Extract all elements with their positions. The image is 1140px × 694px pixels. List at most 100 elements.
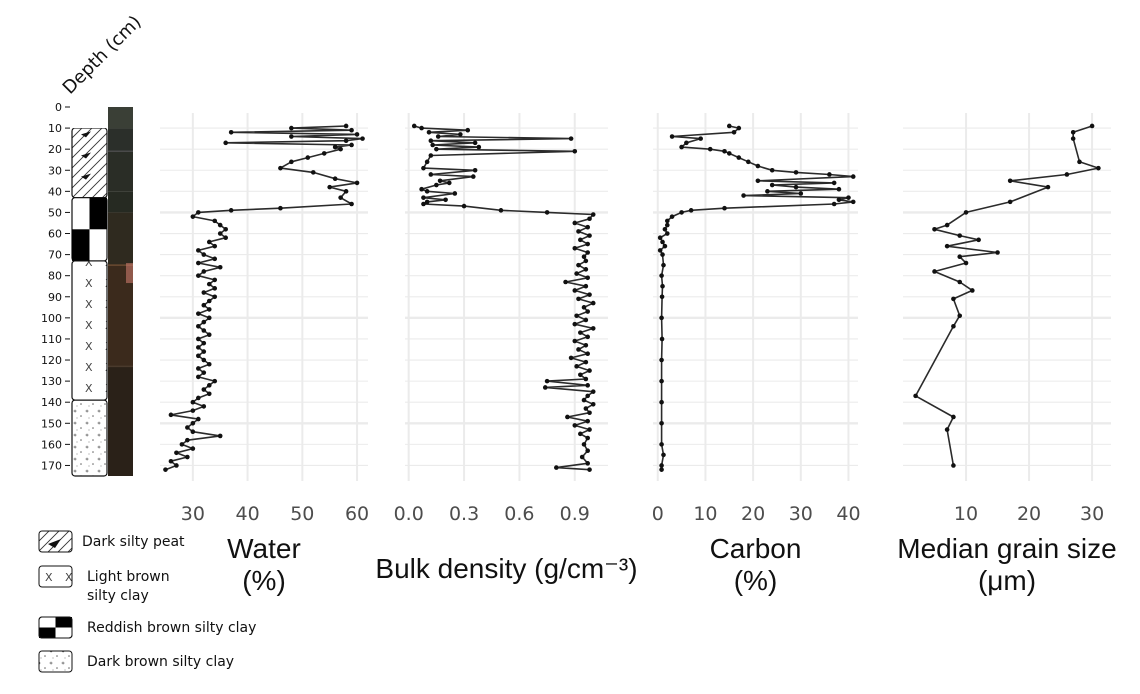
data-point xyxy=(228,130,234,135)
data-point xyxy=(428,138,434,144)
data-point xyxy=(585,393,590,399)
legend-checker-cell xyxy=(39,627,56,638)
data-point xyxy=(669,134,675,139)
data-point xyxy=(428,153,434,158)
data-point xyxy=(1077,159,1082,165)
data-point xyxy=(563,279,568,285)
x-tick-label: 30 xyxy=(789,503,813,525)
data-point xyxy=(196,374,201,380)
peat-fleck xyxy=(81,173,91,180)
data-point xyxy=(206,239,212,245)
data-point xyxy=(196,273,201,278)
data-point xyxy=(565,414,570,420)
data-point xyxy=(461,203,467,209)
depth-tick-label: 160 xyxy=(41,438,62,451)
x-tick-label: 40 xyxy=(235,503,259,525)
legend-label: Light brown xyxy=(87,569,170,585)
data-point xyxy=(424,189,430,194)
legend-peat-fleck xyxy=(48,539,61,548)
data-point xyxy=(659,294,665,300)
data-point xyxy=(332,144,338,150)
depth-tick-label: 90 xyxy=(48,291,62,304)
peat-fleck xyxy=(81,152,91,159)
data-point xyxy=(957,279,963,285)
data-point xyxy=(660,239,665,245)
data-point xyxy=(185,425,190,430)
data-point xyxy=(190,399,196,405)
data-point xyxy=(1064,172,1070,177)
data-point xyxy=(951,323,956,329)
data-point xyxy=(472,167,478,173)
data-point xyxy=(679,144,684,150)
data-point xyxy=(196,366,201,371)
depth-tick-label: 110 xyxy=(41,333,62,346)
data-point xyxy=(574,313,579,319)
data-point xyxy=(581,442,587,447)
data-point xyxy=(196,345,201,350)
data-point xyxy=(574,271,579,276)
data-point xyxy=(223,140,228,146)
x-axis-label: Bulk density (g/cm⁻³) xyxy=(375,553,637,584)
data-point xyxy=(585,435,590,441)
data-point xyxy=(289,134,294,139)
checker-cell xyxy=(89,197,107,230)
data-point xyxy=(661,452,666,458)
data-point xyxy=(421,201,426,207)
data-point xyxy=(428,172,434,177)
depth-tick-label: 60 xyxy=(48,228,62,241)
data-point xyxy=(437,178,443,184)
data-point xyxy=(196,210,201,215)
data-point xyxy=(554,465,559,470)
depth-tick-label: 0 xyxy=(55,101,62,114)
depth-ticks: 0 10 20 30 40 50 60 70 80 90 100 110 120 130 140 150 160… xyxy=(41,101,70,472)
depth-tick-label: 170 xyxy=(41,459,62,472)
data-point xyxy=(850,174,856,179)
peat-fleck xyxy=(81,131,91,138)
data-point xyxy=(963,260,969,266)
data-point xyxy=(836,186,842,192)
data-point xyxy=(793,170,799,175)
data-point xyxy=(349,201,354,207)
data-point xyxy=(206,298,212,304)
legend-swatch xyxy=(38,650,73,673)
data-point xyxy=(498,208,504,213)
depth-tick-label: 70 xyxy=(48,249,62,262)
data-point xyxy=(576,296,581,302)
x-tick-label: 20 xyxy=(1017,503,1041,525)
data-point xyxy=(831,180,837,186)
depth-tick-label: 80 xyxy=(48,270,62,283)
data-point xyxy=(659,399,664,405)
series-line xyxy=(165,125,364,471)
chart-panel: 0.0 0.3 0.6 0.9 Bulk density (g/cm⁻³) xyxy=(375,113,638,584)
data-point xyxy=(951,296,956,302)
data-point xyxy=(698,136,703,141)
data-point xyxy=(659,442,664,447)
x-tick-label: 10 xyxy=(693,503,717,525)
x-tick-label: 0.6 xyxy=(504,503,534,525)
data-point xyxy=(944,222,950,228)
data-point xyxy=(726,123,732,129)
depth-tick-label: 30 xyxy=(48,164,62,177)
data-point xyxy=(659,357,664,363)
legend-swatch xyxy=(38,565,73,588)
data-point xyxy=(583,317,589,323)
x-axis-label: Median grain size xyxy=(897,533,1116,564)
data-point xyxy=(578,372,583,378)
data-point xyxy=(196,260,201,266)
data-point xyxy=(434,146,439,152)
data-point xyxy=(424,159,430,165)
data-point xyxy=(426,130,432,135)
data-point xyxy=(349,142,354,148)
data-point xyxy=(223,226,228,232)
data-point xyxy=(217,222,223,228)
data-point xyxy=(349,127,354,133)
data-point xyxy=(434,182,439,188)
data-point xyxy=(659,420,664,426)
data-point xyxy=(190,446,196,451)
data-point xyxy=(944,243,950,249)
x-axis-label: (%) xyxy=(242,565,286,596)
x-tick-label: 30 xyxy=(181,503,205,525)
data-point xyxy=(206,383,212,388)
data-point xyxy=(755,163,761,169)
photo-band xyxy=(108,191,133,213)
